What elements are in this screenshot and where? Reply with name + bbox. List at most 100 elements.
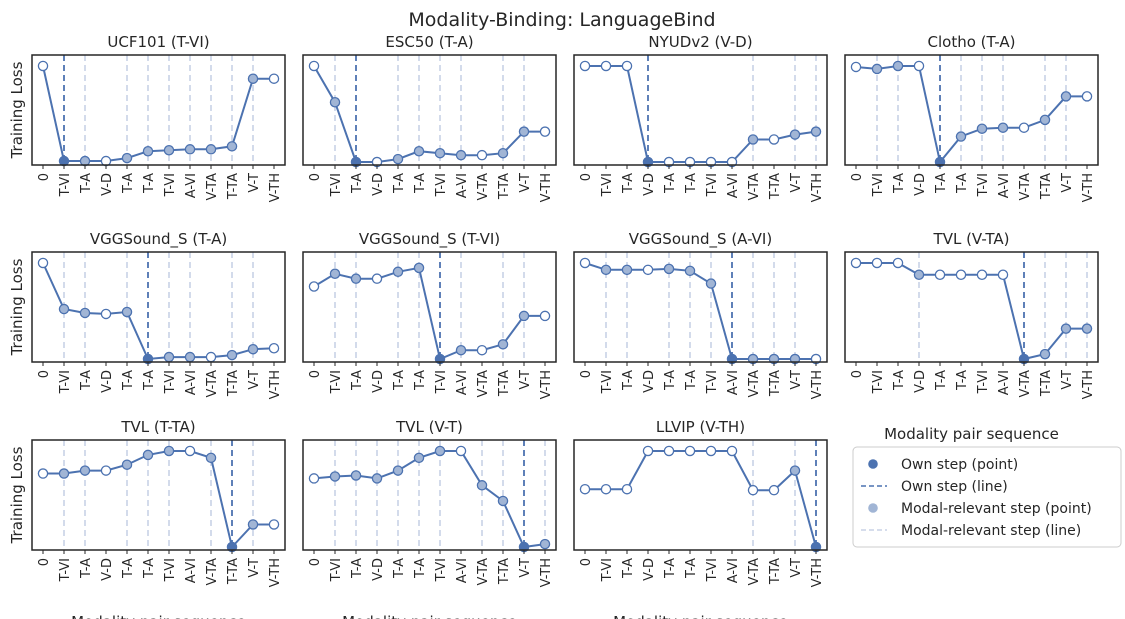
- legend-marker-relevant-point: [868, 503, 878, 513]
- point-other: [37, 257, 49, 269]
- x-tick-label: T-TA: [1039, 370, 1054, 397]
- legend-label: Own step (point): [901, 457, 1018, 473]
- x-tick-label: T-A: [350, 370, 365, 391]
- point-relevant-step: [497, 147, 509, 159]
- point-other: [37, 468, 49, 479]
- loss-line: [585, 450, 817, 548]
- x-tick-label: V-T: [518, 370, 533, 390]
- point-other: [100, 308, 112, 320]
- x-tick-label: V-T: [789, 173, 804, 193]
- x-tick-label: T-TA: [226, 370, 241, 397]
- x-tick-label: T-TA: [226, 173, 241, 200]
- x-tick-label: V-TH: [268, 370, 283, 399]
- x-tick-label: V-TH: [268, 558, 283, 587]
- point-other: [600, 60, 612, 72]
- x-tick-label: A-VI: [184, 370, 199, 395]
- x-tick-label: T-A: [413, 558, 428, 579]
- x-tick-label: V-TH: [810, 558, 825, 587]
- point-relevant-step: [913, 269, 925, 280]
- x-tick-label: V-TH: [1081, 370, 1096, 399]
- point-relevant-step: [747, 134, 759, 145]
- x-tick-label: T-A: [392, 370, 407, 391]
- x-tick-label: V-D: [371, 558, 386, 581]
- x-tick-label: V-TA: [476, 370, 491, 398]
- x-tick-label: T-A: [955, 173, 970, 194]
- point-relevant-step: [1039, 114, 1051, 126]
- x-tick-label: T-A: [79, 370, 94, 391]
- point-other: [476, 149, 488, 161]
- x-tick-label: T-A: [621, 558, 636, 579]
- point-relevant-step: [455, 344, 467, 356]
- legend: Own step (point) Own step (line) Modal-rel…: [852, 446, 1122, 548]
- point-relevant-step: [121, 459, 133, 470]
- x-tick-label: V-D: [100, 558, 115, 581]
- point-other: [539, 310, 551, 322]
- axes-frame: [302, 251, 557, 363]
- x-tick-label: T-A: [934, 370, 949, 391]
- point-other: [684, 445, 696, 457]
- point-relevant-step: [247, 73, 259, 84]
- x-tick-label: V-TH: [268, 173, 283, 202]
- y-axis-label: Training Loss: [8, 258, 26, 356]
- x-tick-label: A-VI: [184, 558, 199, 583]
- x-tick-label: V-TA: [1018, 370, 1033, 398]
- legend-item-own-line: Own step (line): [861, 479, 1008, 495]
- subplot-11: LLVIP (V-TH) 0 T-VI T-A V-D T-A T-A T-VI A-VI V-T…: [573, 418, 828, 619]
- x-tick-label: T-A: [142, 370, 157, 391]
- axes-frame: [573, 251, 828, 363]
- loss-line: [585, 65, 817, 163]
- subplot-title: TVL (T-TA): [120, 418, 195, 436]
- subplot-2: ESC50 (T-A) 0 T-VI T-A V-D T-A T-A T-VI A-VI V-TA…: [302, 33, 557, 202]
- point-relevant-step: [518, 310, 530, 322]
- x-tick-label: T-A: [955, 370, 970, 391]
- x-tick-label: T-A: [684, 173, 699, 194]
- x-tick-label: V-T: [789, 370, 804, 390]
- loss-line: [313, 266, 545, 361]
- point-other: [850, 61, 862, 73]
- x-tick-label: A-VI: [997, 173, 1012, 198]
- x-tick-label: T-A: [350, 173, 365, 194]
- axes-frame: [31, 439, 286, 551]
- point-other: [579, 483, 591, 495]
- x-tick-label: V-T: [247, 558, 262, 578]
- x-tick-label: A-VI: [726, 370, 741, 395]
- x-axis-label: Modality pair sequence: [342, 613, 517, 619]
- x-tick-label: V-TA: [476, 558, 491, 586]
- x-tick-label: T-TA: [768, 370, 783, 397]
- legend-item-relevant-line: Modal-relevant step (line): [861, 523, 1081, 539]
- point-other: [621, 60, 633, 72]
- legend-label: Modal-relevant step (point): [901, 501, 1092, 517]
- point-relevant-step: [329, 471, 341, 482]
- point-other: [850, 257, 862, 269]
- point-relevant-step: [871, 63, 883, 75]
- y-axis-label: Training Loss: [8, 446, 26, 544]
- subplot-title: Clotho (T-A): [928, 33, 1016, 51]
- point-other: [268, 342, 280, 354]
- point-other: [268, 73, 280, 84]
- point-other: [621, 483, 633, 495]
- figure-title: Modality-Binding: LanguageBind: [408, 9, 715, 31]
- point-relevant-step: [392, 266, 404, 278]
- x-tick-label: V-TA: [205, 370, 220, 398]
- x-tick-label: V-T: [1060, 173, 1075, 193]
- point-relevant-step: [371, 473, 383, 484]
- x-tick-label: V-T: [518, 558, 533, 578]
- point-relevant-step: [329, 96, 341, 108]
- x-tick-label: T-A: [142, 558, 157, 579]
- x-tick-label: T-VI: [600, 370, 615, 394]
- loss-line: [313, 65, 545, 163]
- x-tick-label: V-TH: [539, 173, 554, 202]
- x-tick-label: T-A: [621, 370, 636, 391]
- x-tick-label: T-A: [621, 173, 636, 194]
- point-relevant-step: [497, 339, 509, 350]
- x-tick-label: T-A: [392, 173, 407, 194]
- axes-frame: [573, 439, 828, 551]
- x-tick-label: T-A: [413, 370, 428, 391]
- x-tick-label: T-VI: [434, 558, 449, 582]
- subplot-5: VGGSound_S (T-A) 0 T-VI T-A V-D T-A T-A T-VI A-V…: [8, 230, 286, 399]
- x-tick-label: T-VI: [58, 173, 73, 197]
- point-other: [371, 273, 383, 284]
- subplot-title: TVL (V-T): [395, 418, 463, 436]
- x-tick-label: T-VI: [434, 173, 449, 197]
